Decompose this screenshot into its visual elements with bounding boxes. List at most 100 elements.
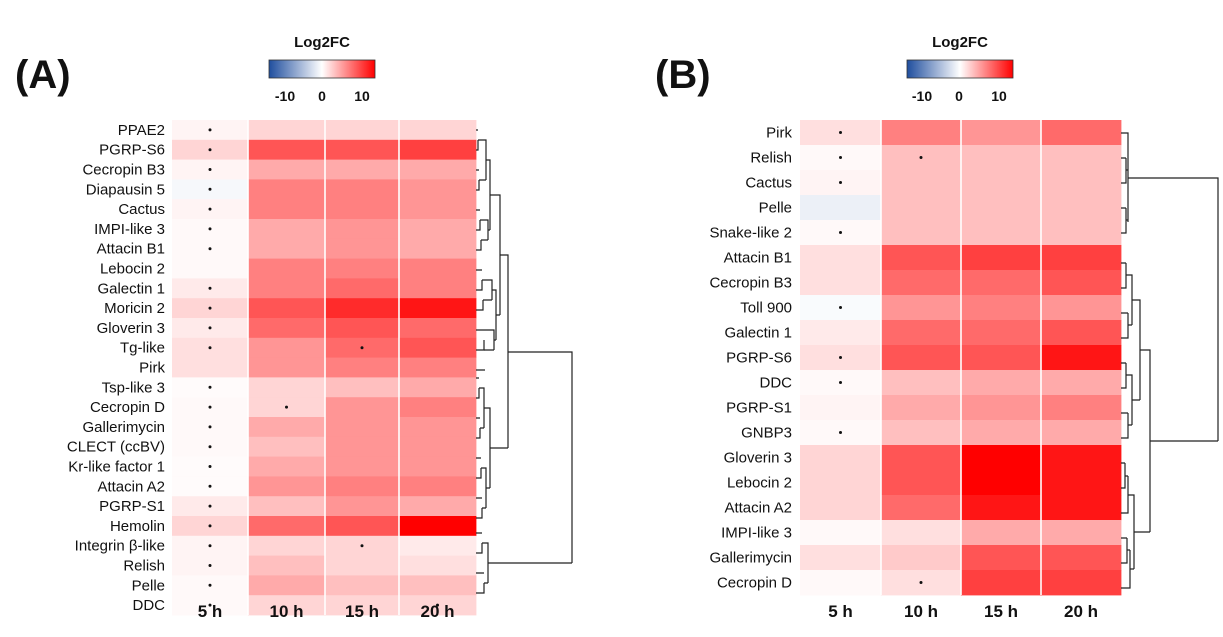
panel-a-cell (399, 575, 477, 596)
panel-b-cell (1041, 245, 1122, 271)
panel-b-row-label: Cactus (745, 175, 792, 192)
panel-a-cell (248, 298, 326, 319)
panel-b-cell (800, 195, 882, 221)
panel-a-cell (325, 377, 400, 398)
panel-b-marker-dot (839, 431, 842, 434)
panel-a-row-label: PGRP-S6 (99, 142, 165, 159)
panel-a-column-label: 10 h (269, 602, 303, 621)
panel-b-cell (881, 420, 962, 446)
panel-b-row-label: GNBP3 (741, 425, 792, 442)
panel-a-cell (399, 417, 477, 438)
panel-a-cell (325, 456, 400, 477)
panel-b-cell (961, 220, 1042, 246)
panel-a-column-label: 5 h (198, 602, 223, 621)
panel-b-cell (800, 270, 882, 296)
panel-b-cell (1041, 120, 1122, 146)
panel-b-cell (881, 470, 962, 496)
panel-a-cell (325, 397, 400, 418)
panel-b-cell (1041, 145, 1122, 171)
panel-b-cell (1041, 545, 1122, 571)
panel-a-cell (248, 516, 326, 537)
panel-b-column-labels: 5 h 10 h 15 h 20 h (828, 602, 1098, 621)
panel-b-cell (1041, 445, 1122, 471)
panel-b-row-label: PGRP-S6 (726, 350, 792, 367)
panel-b-cell (800, 570, 882, 596)
panel-b-cell (961, 520, 1042, 546)
panel-a-marker-dot (208, 385, 212, 389)
panel-a-legend-colorbar (268, 59, 376, 79)
panel-b-cell (881, 370, 962, 396)
panel-a-marker-dot (208, 603, 212, 607)
panel-a-row-label: IMPI-like 3 (94, 221, 165, 238)
panel-a-cell (399, 120, 477, 141)
panel-b-dendrogram (1121, 132, 1219, 589)
panel-b-cell (961, 195, 1042, 221)
panel-a-marker-dot (208, 168, 212, 171)
panel-a-cell (248, 575, 326, 596)
panel-b-cell (961, 320, 1042, 346)
panel-a-marker-dot (208, 564, 212, 567)
panel-a-row-label: PGRP-S1 (99, 498, 165, 515)
panel-a-legend-tick-pos: 10 (354, 88, 370, 104)
panel-a-marker-dot (208, 504, 212, 508)
panel-b-cell (881, 345, 962, 371)
panel-a-marker-dot (208, 286, 212, 290)
panel-a-legend-tick-neg: -10 (275, 88, 295, 104)
panel-b-row-label: PGRP-S1 (726, 400, 792, 417)
panel-a-marker-dot (436, 603, 439, 607)
panel-a-row-label: Pirk (139, 360, 165, 377)
panel-a-cell (399, 397, 477, 418)
panel-a-row-label: Relish (123, 558, 165, 575)
panel-b-cell (881, 295, 962, 321)
panel-a-row-label: Attacin A2 (97, 478, 165, 495)
panel-b-row-label: Attacin A2 (724, 500, 792, 517)
panel-a-row-label: Diapausin 5 (86, 181, 165, 198)
panel-b-legend-tick-neg: -10 (912, 88, 932, 104)
panel-a-cell (248, 258, 326, 279)
panel-a-cell (248, 357, 326, 378)
panel-a-marker-dot (208, 425, 212, 429)
panel-a-cell (399, 496, 477, 517)
panel-a-cell (399, 258, 477, 279)
panel-b-cell (1041, 220, 1122, 246)
panel-a-legend-title: Log2FC (294, 34, 350, 51)
panel-a-marker-dot (208, 445, 212, 449)
panel-a-cell (248, 417, 326, 438)
panel-b-cell (1041, 370, 1122, 396)
panel-a-cell (325, 120, 400, 141)
panel-a-cell (172, 258, 249, 279)
panel-a-column-labels: 5 h 10 h 15 h 20 h (198, 602, 455, 621)
panel-a-marker-dot (208, 346, 212, 350)
panel-a-cell (325, 417, 400, 438)
panel-a-cell (399, 238, 477, 259)
panel-b-cell (1041, 345, 1122, 371)
panel-b-marker-dot (839, 356, 842, 359)
panel-b-cell (1041, 170, 1122, 196)
panel-a-marker-dot (208, 227, 212, 231)
panel-b-cell (800, 470, 882, 496)
panel-a-cell (248, 456, 326, 477)
panel-a-marker-dot (208, 128, 212, 132)
panel-b-cell (961, 120, 1042, 146)
panel-a-row-label: CLECT (ccBV) (67, 439, 165, 456)
panel-b-row-label: Lebocin 2 (727, 475, 792, 492)
panel-b-row-label: Cecropin D (717, 575, 792, 592)
panel-a-cell (399, 298, 477, 319)
panel-a-cell (325, 298, 400, 319)
panel-b-marker-dot (839, 156, 842, 159)
panel-a-cell (325, 139, 400, 160)
panel-b-cell (961, 170, 1042, 196)
panel-a-cell (248, 318, 326, 339)
panel-a-cell (248, 555, 326, 576)
panel-a-dendrogram (476, 129, 573, 594)
panel-a-cell (399, 456, 477, 477)
panel-b-cell (881, 495, 962, 521)
panel-a-row-label: Tg-like (120, 340, 165, 357)
panel-b-legend-tick-zero: 0 (955, 88, 963, 104)
panel-a-cell (399, 139, 477, 160)
panel-a-cell (248, 476, 326, 497)
panel-b-cell (800, 495, 882, 521)
panel-b-cell (881, 445, 962, 471)
panel-a-row-label: Moricin 2 (104, 300, 165, 317)
panel-b-cell (961, 495, 1042, 521)
